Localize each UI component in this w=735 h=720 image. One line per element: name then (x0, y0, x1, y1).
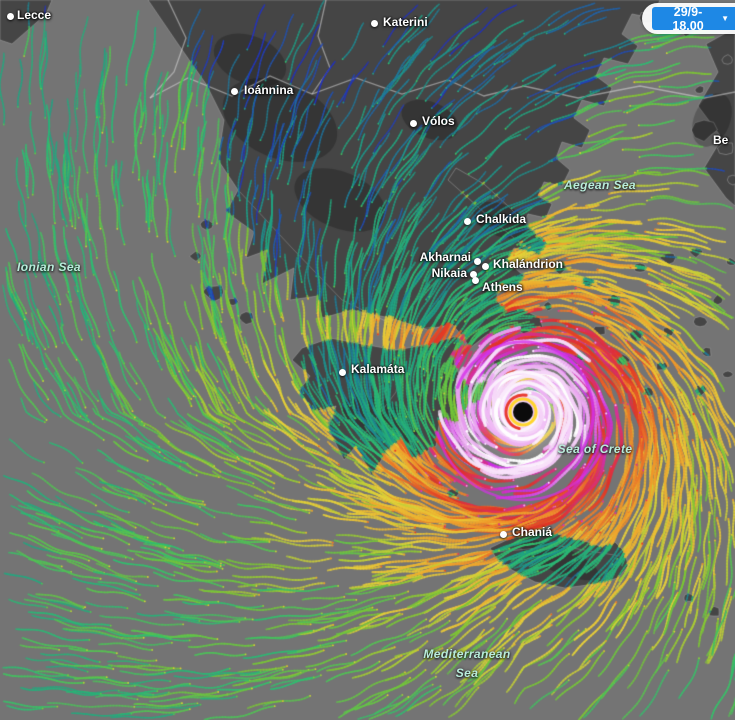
city-label[interactable]: Lecce (17, 8, 52, 22)
sea-label: Sea of Crete (557, 442, 633, 456)
city-label[interactable]: Athens (482, 280, 523, 294)
city-label[interactable]: Chalkida (476, 212, 527, 226)
city-marker-dot[interactable] (6, 12, 14, 20)
city-marker-dot[interactable] (499, 530, 507, 538)
city-marker-dot[interactable] (338, 368, 346, 376)
city-label[interactable]: Vólos (422, 114, 455, 128)
city-label[interactable]: Nikaia (431, 266, 467, 280)
sea-label: Mediterranean Sea (423, 647, 511, 680)
city-label[interactable]: Be (713, 133, 729, 147)
chevron-down-icon: ▼ (721, 14, 729, 23)
city-marker-dot[interactable] (471, 276, 479, 284)
city-label[interactable]: Ioánnina (244, 83, 294, 97)
city-label[interactable]: Chaniá (512, 525, 553, 539)
city-marker-dot[interactable] (230, 87, 238, 95)
city-label[interactable]: Khalándrion (493, 257, 564, 271)
sea-label: Ionian Sea (16, 260, 82, 274)
city-marker-dot[interactable] (409, 119, 417, 127)
city-marker-dot[interactable] (473, 257, 481, 265)
time-dropdown[interactable]: 29/9-18.00 ▼ (652, 4, 735, 33)
city-marker-dot[interactable] (463, 217, 471, 225)
city-label[interactable]: Akharnai (419, 250, 471, 264)
city-marker-dot[interactable] (481, 262, 489, 270)
city-marker-dot[interactable] (370, 19, 378, 27)
sea-label: Aegean Sea (563, 178, 637, 192)
city-label[interactable]: Katerini (383, 15, 428, 29)
time-dropdown-label: 29/9-18.00 (672, 4, 704, 33)
city-marker-dot[interactable] (469, 270, 477, 278)
city-label[interactable]: Kalamáta (351, 362, 405, 376)
time-selector-bar: 29/9-18.00 ▼ (642, 3, 735, 34)
